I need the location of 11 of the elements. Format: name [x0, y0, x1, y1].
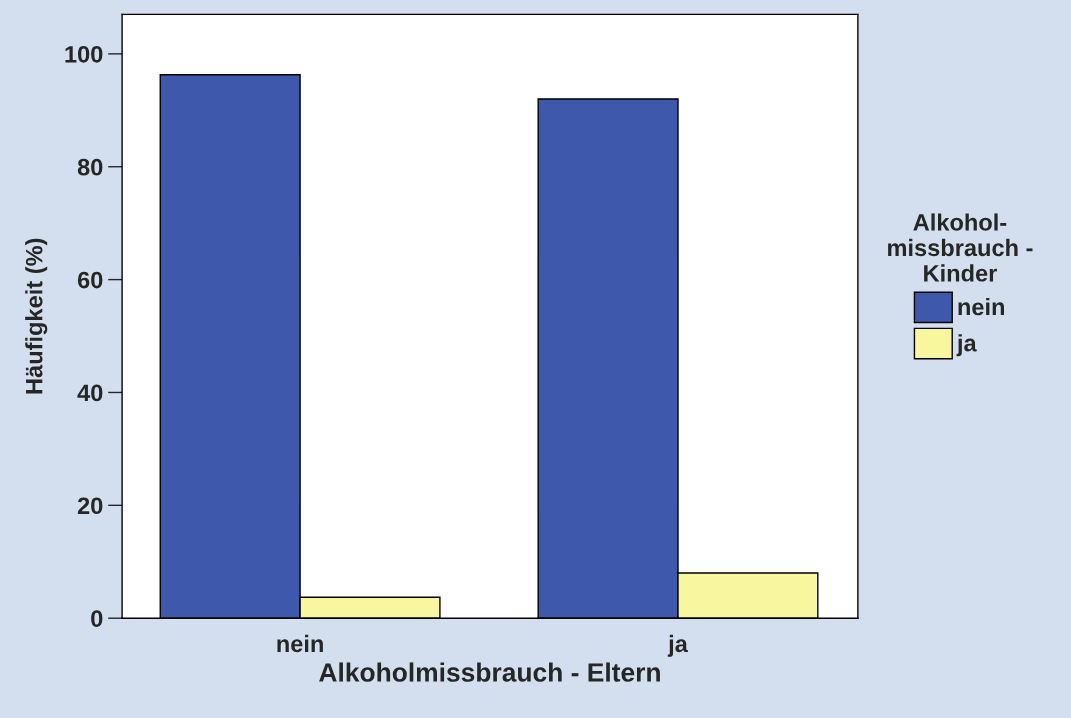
legend-label: nein [958, 297, 1005, 316]
y-tick-label: 20 [77, 497, 103, 515]
y-tick-label: 80 [77, 158, 103, 176]
y-axis-title: Häufigkeit (%) [25, 238, 48, 394]
legend-title: Alkohol- missbrauch - Kinder [888, 213, 1033, 282]
y-tick-label: 0 [91, 610, 103, 627]
y-tick-label: 40 [77, 384, 103, 402]
y-tick-label: 100 [65, 45, 103, 63]
y-tick-label: 60 [77, 271, 103, 289]
x-axis-title: Alkoholmissbrauch - Eltern [319, 662, 660, 682]
legend-label: ja [956, 334, 977, 357]
